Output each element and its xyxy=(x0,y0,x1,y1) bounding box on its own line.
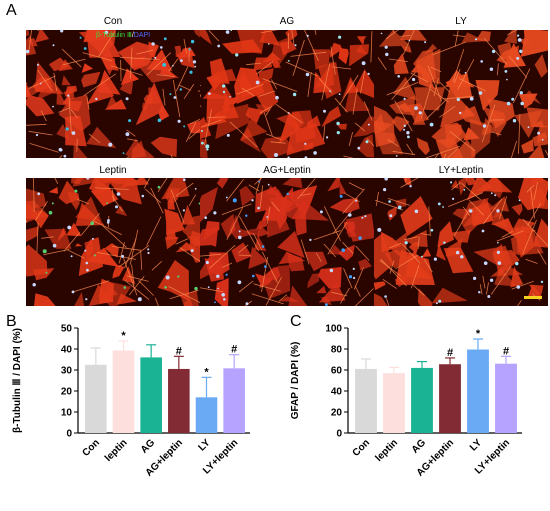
y-tick-label: 40 xyxy=(61,345,73,356)
micrograph-image xyxy=(26,178,200,306)
micrograph-title: Leptin xyxy=(99,165,127,176)
bar xyxy=(439,364,461,433)
panel-label-b: B xyxy=(6,313,17,330)
y-axis-label: β-Tubulin Ⅲ / DAPI (%) xyxy=(12,328,23,433)
panel-label-c: C xyxy=(290,313,302,330)
y-tick-label: 40 xyxy=(331,387,343,398)
micrograph-image xyxy=(374,30,548,158)
stain-legend: β-Tubulin Ⅲ/DAPI xyxy=(96,31,150,39)
y-tick-label: 60 xyxy=(331,366,343,377)
panel-label-a: A xyxy=(6,2,17,19)
significance-marker: # xyxy=(503,345,509,357)
bar xyxy=(195,397,218,433)
y-tick-label: 20 xyxy=(61,387,73,398)
y-tick-label: 50 xyxy=(61,324,73,335)
micrograph-title: AG xyxy=(279,16,295,27)
significance-marker: * xyxy=(204,366,209,378)
significance-marker: * xyxy=(476,328,481,340)
bar xyxy=(223,368,245,433)
significance-marker: # xyxy=(176,345,182,357)
x-tick-label: Con xyxy=(351,437,373,459)
bar xyxy=(411,367,433,433)
scale-bar xyxy=(524,296,542,299)
micrograph-image xyxy=(200,30,374,158)
stain-legend-separator: / xyxy=(131,32,134,39)
stain-legend-marker2: DAPI xyxy=(133,32,151,39)
bar xyxy=(168,368,190,433)
y-tick-label: 20 xyxy=(331,408,343,419)
x-tick-label: LY xyxy=(196,437,212,453)
significance-marker: # xyxy=(231,344,237,356)
micrograph-title: LY+Leptin xyxy=(438,165,484,176)
y-tick-label: 30 xyxy=(61,366,73,377)
significance-marker: * xyxy=(121,330,126,342)
x-tick-label: LY xyxy=(468,437,484,453)
chart-b: 0 10 20 30 40 50 β-Tubulin Ⅲ / DAPI (%) Con * lep… xyxy=(12,324,250,479)
micrograph-image xyxy=(26,30,200,158)
bar xyxy=(85,364,107,433)
bar xyxy=(383,373,405,433)
significance-marker: # xyxy=(447,347,453,359)
bar xyxy=(112,350,135,433)
x-tick-label: AG xyxy=(410,437,429,456)
micrograph-title: LY xyxy=(455,16,467,27)
micrograph-image xyxy=(200,178,374,306)
y-tick-label: 0 xyxy=(66,429,72,440)
y-axis-label: GFAP / DAPI (%) xyxy=(290,342,301,420)
stain-legend-marker1: β-Tubulin Ⅲ xyxy=(96,32,132,39)
x-tick-label: leptin xyxy=(103,437,130,464)
x-tick-label: leptin xyxy=(373,437,400,464)
bar xyxy=(355,368,377,433)
bar xyxy=(467,349,489,433)
y-tick-label: 80 xyxy=(331,345,343,356)
y-tick-label: 10 xyxy=(61,408,73,419)
micrograph-title: AG+Leptin xyxy=(263,165,311,176)
x-tick-label: AG xyxy=(139,437,158,456)
x-tick-label: Con xyxy=(80,437,102,459)
bar xyxy=(495,363,517,433)
micrograph-image xyxy=(374,178,548,306)
bar xyxy=(140,357,162,433)
y-tick-label: 0 xyxy=(336,429,342,440)
micrograph-title: Con xyxy=(103,16,123,27)
y-tick-label: 100 xyxy=(325,324,342,335)
